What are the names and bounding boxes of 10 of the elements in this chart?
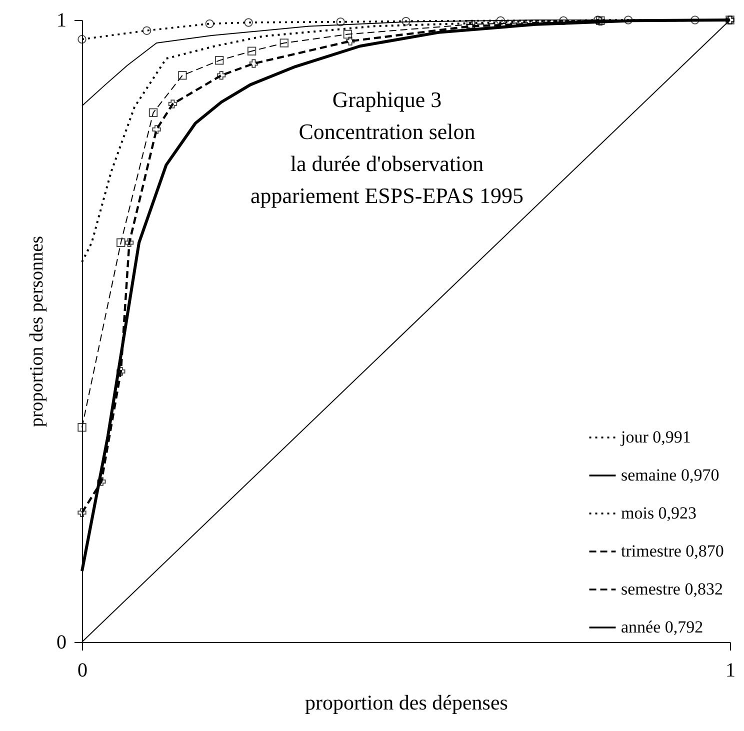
legend-label: trimestre 0,870 — [621, 542, 724, 560]
legend-label: jour 0,991 — [620, 428, 691, 446]
legend-label: mois 0,923 — [621, 504, 697, 522]
legend-label: semestre 0,832 — [621, 580, 723, 598]
x-axis-title: proportion des dépenses — [305, 690, 508, 714]
text: Concentration selon la durée d'observation appariement ESPS-EPAS 1995 — [250, 119, 524, 208]
legend-label: année 0,792 — [621, 618, 704, 636]
text: Graphique 3 — [332, 87, 442, 112]
legend-label: semaine 0,970 — [621, 466, 720, 484]
y-axis-title: proportion des personnes — [26, 236, 48, 428]
